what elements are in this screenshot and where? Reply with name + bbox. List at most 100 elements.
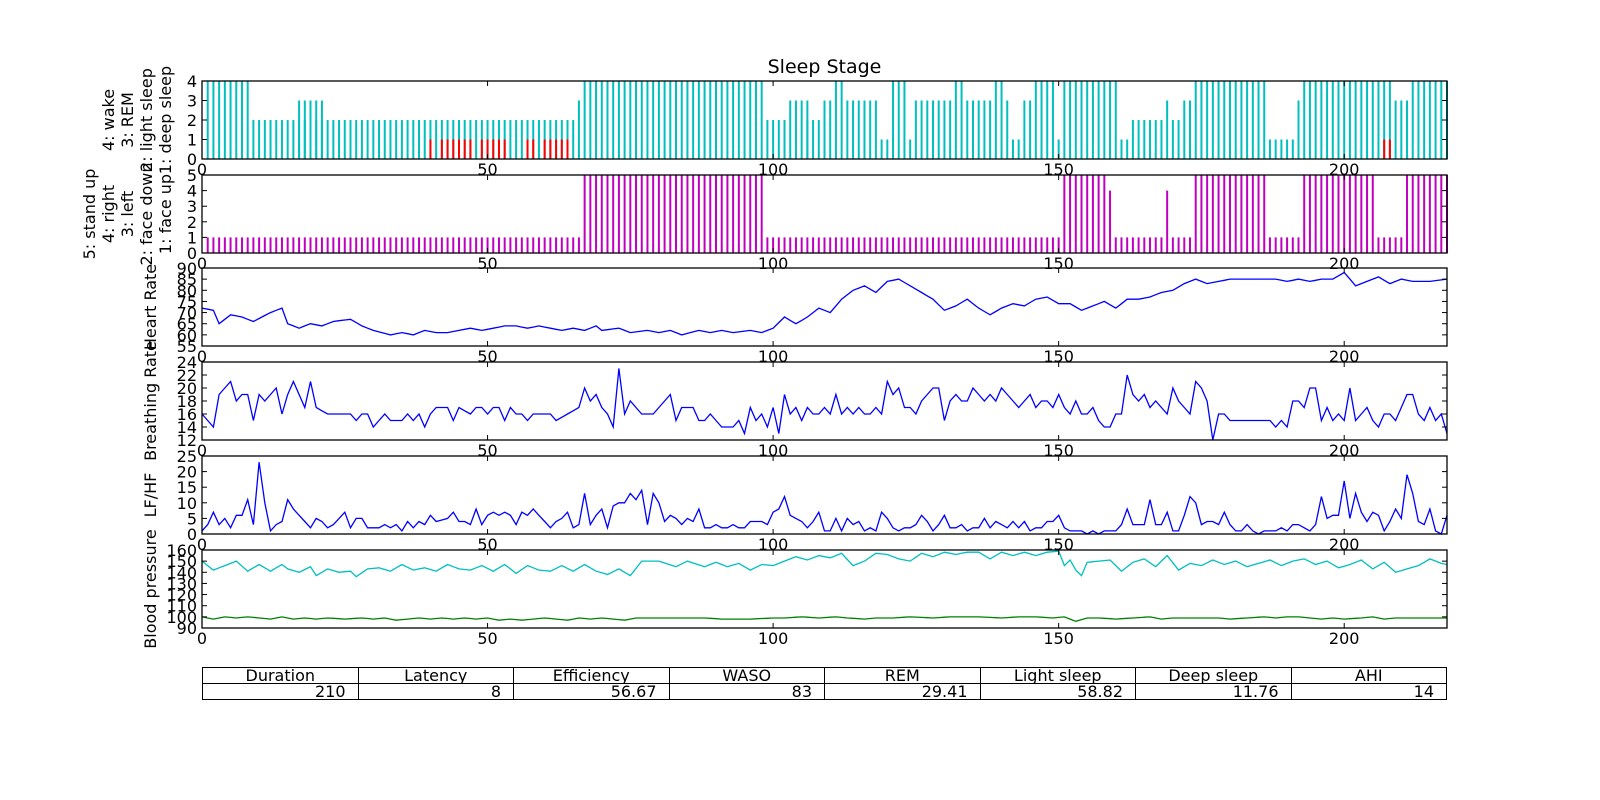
y-axis-title: Blood pressure xyxy=(141,529,160,648)
rem-value: 29.41 xyxy=(824,683,981,700)
y-tick-label: 90 xyxy=(177,259,197,278)
y-axis-title: 1: face up xyxy=(156,174,175,254)
y-tick-label: 16 xyxy=(177,405,197,424)
x-tick-label: 0 xyxy=(197,629,207,648)
efficiency-header: Efficiency xyxy=(513,667,670,684)
y-tick-label: 15 xyxy=(177,478,197,497)
x-tick-label: 0 xyxy=(197,441,207,460)
y-tick-label: 90 xyxy=(177,619,197,638)
x-tick-label: 0 xyxy=(197,347,207,366)
y-tick-label: 20 xyxy=(177,463,197,482)
y-axis-title: 3: left xyxy=(118,191,137,238)
y-tick-label: 100 xyxy=(166,608,197,627)
x-tick-label: 200 xyxy=(1329,629,1360,648)
deep-sleep-value: 11.76 xyxy=(1135,683,1292,700)
y-tick-label: 14 xyxy=(177,418,197,437)
y-tick-label: 75 xyxy=(177,292,197,311)
y-tick-label: 5 xyxy=(187,166,197,185)
rem-header: REM xyxy=(824,667,981,684)
y-axis-title: 4: wake xyxy=(99,89,118,151)
y-axis-title: 4: right xyxy=(99,185,118,243)
x-tick-label: 200 xyxy=(1329,347,1360,366)
y-tick-label: 140 xyxy=(166,563,197,582)
series-line-0 xyxy=(201,462,1448,535)
x-tick-label: 100 xyxy=(758,441,789,460)
y-tick-label: 24 xyxy=(177,353,197,372)
duration-value: 210 xyxy=(202,683,359,700)
y-tick-label: 1 xyxy=(187,131,197,150)
y-tick-label: 150 xyxy=(166,552,197,571)
x-tick-label: 150 xyxy=(1043,441,1074,460)
y-tick-label: 20 xyxy=(177,379,197,398)
x-tick-label: 100 xyxy=(758,629,789,648)
y-tick-label: 0 xyxy=(187,525,197,544)
y-axis-title: Breathing Rate xyxy=(141,341,160,461)
y-tick-label: 3 xyxy=(187,197,197,216)
series-line-0 xyxy=(201,271,1448,336)
x-tick-label: 0 xyxy=(197,160,207,179)
series-line-1 xyxy=(201,616,1447,622)
latency-header: Latency xyxy=(357,667,514,684)
y-tick-label: 85 xyxy=(177,270,197,289)
ahi-value: 14 xyxy=(1290,683,1447,700)
y-tick-label: 2 xyxy=(187,111,197,130)
x-tick-label: 50 xyxy=(477,441,497,460)
y-axis-title: 2: face down xyxy=(137,163,156,266)
x-tick-label: 200 xyxy=(1329,160,1360,179)
y-tick-label: 80 xyxy=(177,281,197,300)
light-sleep-header: Light sleep xyxy=(979,667,1136,684)
summary-value-row: 210 8 56.67 83 29.41 58.82 11.76 14 xyxy=(202,683,1447,700)
axes-frame xyxy=(201,455,1448,535)
efficiency-value: 56.67 xyxy=(513,683,670,700)
waso-header: WASO xyxy=(668,667,825,684)
y-tick-label: 22 xyxy=(177,366,197,385)
y-tick-label: 5 xyxy=(187,509,197,528)
y-axis-title: 5: stand up xyxy=(80,169,99,260)
y-tick-label: 10 xyxy=(177,494,197,513)
y-tick-label: 65 xyxy=(177,315,197,334)
x-tick-label: 50 xyxy=(477,535,497,554)
x-tick-label: 100 xyxy=(758,160,789,179)
x-tick-label: 50 xyxy=(477,160,497,179)
summary-header-row: Duration Latency Efficiency WASO REM Lig… xyxy=(202,667,1447,684)
duration-header: Duration xyxy=(202,667,359,684)
y-tick-label: 55 xyxy=(177,337,197,356)
ahi-header: AHI xyxy=(1290,667,1447,684)
y-tick-label: 130 xyxy=(166,574,197,593)
y-tick-label: 120 xyxy=(166,586,197,605)
x-tick-label: 150 xyxy=(1043,535,1074,554)
y-tick-label: 60 xyxy=(177,326,197,345)
x-tick-label: 0 xyxy=(197,535,207,554)
y-axis-title: LF/HF xyxy=(141,473,160,518)
x-tick-label: 50 xyxy=(477,347,497,366)
y-tick-label: 110 xyxy=(166,597,197,616)
y-tick-label: 4 xyxy=(187,72,197,91)
y-tick-label: 0 xyxy=(187,150,197,169)
y-tick-label: 70 xyxy=(177,304,197,323)
x-tick-label: 200 xyxy=(1329,535,1360,554)
y-axis-title: Heart Rate xyxy=(141,264,160,350)
x-tick-label: 50 xyxy=(477,629,497,648)
axes-frame xyxy=(201,549,1448,629)
chart-title: Sleep Stage xyxy=(768,56,882,78)
y-tick-label: 160 xyxy=(166,541,197,560)
series-line-0 xyxy=(201,368,1448,441)
y-tick-label: 0 xyxy=(187,244,197,263)
deep-sleep-header: Deep sleep xyxy=(1135,667,1292,684)
x-tick-label: 0 xyxy=(197,254,207,273)
axes-frame xyxy=(201,174,1448,254)
series-line-0 xyxy=(201,550,1448,578)
light-sleep-value: 58.82 xyxy=(979,683,1136,700)
y-tick-label: 2 xyxy=(187,213,197,232)
x-tick-label: 100 xyxy=(758,347,789,366)
y-axis-title: 1: deep sleep xyxy=(156,66,175,174)
x-tick-label: 150 xyxy=(1043,629,1074,648)
y-tick-label: 18 xyxy=(177,392,197,411)
y-tick-label: 1 xyxy=(187,228,197,247)
